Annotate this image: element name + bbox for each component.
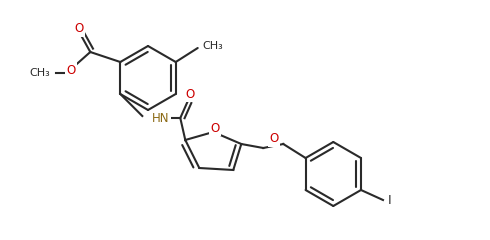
Text: O: O — [74, 23, 84, 36]
Text: O: O — [270, 132, 279, 145]
Text: CH₃: CH₃ — [29, 68, 50, 78]
Text: I: I — [388, 193, 392, 206]
Text: O: O — [67, 64, 76, 77]
Text: HN: HN — [152, 112, 170, 125]
Text: CH₃: CH₃ — [203, 41, 223, 51]
Text: O: O — [211, 121, 220, 134]
Text: O: O — [186, 88, 195, 101]
